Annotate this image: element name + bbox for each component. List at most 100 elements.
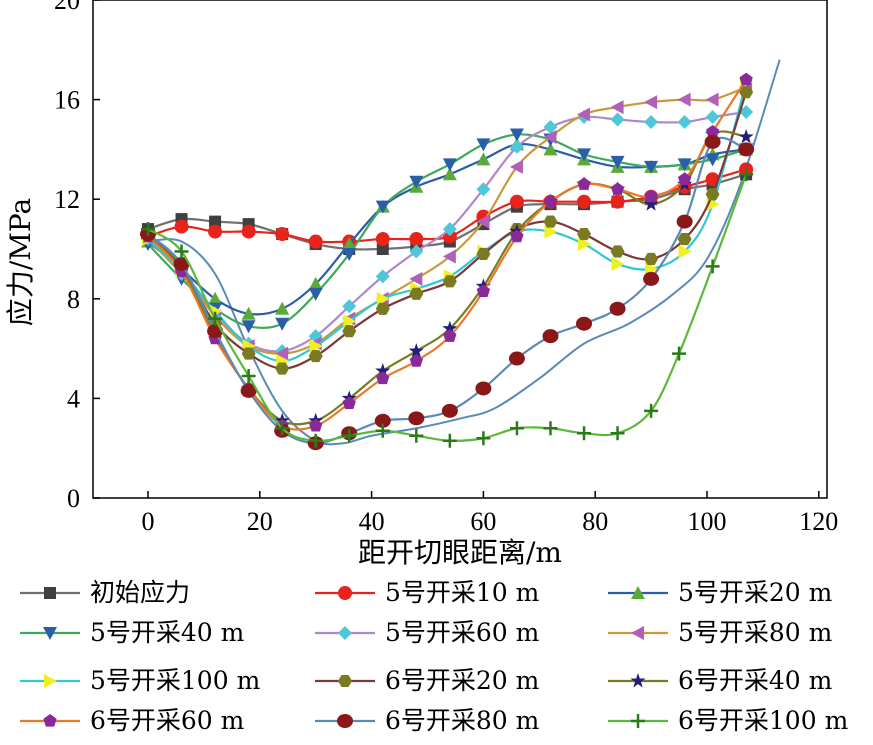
y-tick-label: 12 bbox=[54, 185, 80, 214]
legend-item: 5号开采100 m bbox=[20, 666, 261, 695]
legend-label: 5号开采40 m bbox=[90, 618, 245, 647]
legend-label: 6号开采80 m bbox=[385, 706, 540, 735]
data-point bbox=[376, 371, 390, 385]
data-point bbox=[241, 306, 256, 320]
legend-label: 6号开采20 m bbox=[385, 666, 540, 695]
data-point bbox=[375, 232, 390, 247]
data-point bbox=[476, 138, 491, 152]
data-point bbox=[342, 247, 357, 261]
legend-label: 5号开采10 m bbox=[385, 578, 540, 607]
legend-swatch-marker bbox=[631, 626, 644, 640]
data-point bbox=[208, 311, 223, 326]
data-point bbox=[207, 324, 224, 339]
data-point bbox=[375, 302, 390, 315]
data-point bbox=[342, 237, 357, 251]
data-point bbox=[678, 244, 692, 259]
data-point bbox=[476, 214, 490, 229]
data-point bbox=[676, 214, 693, 229]
legend-item: 初始应力 bbox=[20, 578, 190, 607]
data-point bbox=[577, 177, 591, 190]
x-tick-label: 60 bbox=[470, 507, 496, 536]
data-point bbox=[610, 100, 624, 115]
series-line bbox=[147, 136, 747, 445]
plot-frame bbox=[92, 0, 828, 499]
x-axis: 0 20 40 60 80 100 120 bbox=[142, 491, 838, 536]
legend-swatch-marker bbox=[43, 627, 57, 640]
data-point bbox=[275, 301, 290, 315]
data-point bbox=[308, 350, 323, 363]
data-point bbox=[643, 271, 660, 286]
data-point bbox=[610, 182, 625, 195]
data-point bbox=[376, 243, 389, 255]
y-tick-label: 16 bbox=[54, 86, 80, 115]
data-point bbox=[308, 234, 323, 249]
legend-swatch-marker bbox=[631, 714, 645, 728]
data-point bbox=[739, 167, 754, 182]
x-tick-label: 80 bbox=[582, 507, 608, 536]
legend-item: 5号开采40 m bbox=[20, 618, 245, 647]
data-point bbox=[374, 413, 391, 428]
data-point bbox=[408, 343, 424, 358]
data-point bbox=[309, 418, 323, 432]
data-point bbox=[275, 421, 290, 436]
data-point bbox=[543, 119, 558, 134]
data-point bbox=[308, 287, 323, 301]
legend-item: 6号开采80 m bbox=[315, 706, 540, 735]
legend-label: 6号开采100 m bbox=[678, 706, 849, 735]
data-point bbox=[543, 215, 558, 228]
data-point bbox=[173, 256, 190, 271]
data-point bbox=[677, 172, 692, 185]
data-point bbox=[705, 92, 719, 107]
data-point bbox=[343, 314, 357, 329]
data-point bbox=[644, 189, 658, 203]
data-point bbox=[609, 301, 626, 316]
data-point bbox=[509, 139, 524, 154]
data-point bbox=[704, 134, 721, 149]
data-point bbox=[705, 188, 720, 201]
legend-label: 5号开采60 m bbox=[385, 618, 540, 647]
data-point bbox=[610, 112, 625, 127]
data-point bbox=[342, 325, 357, 338]
data-point bbox=[308, 276, 323, 290]
data-point bbox=[141, 222, 155, 237]
x-tick-label: 40 bbox=[359, 507, 385, 536]
data-point bbox=[610, 155, 625, 169]
y-axis-label: 应力/MPa bbox=[4, 198, 37, 326]
legend: 初始应力 5号开采10 m 5号开采20 m 5号开采40 m 5号开采60 m 5号开采… bbox=[20, 578, 849, 735]
series-line bbox=[147, 86, 747, 355]
data-point bbox=[209, 215, 222, 228]
legend-item: 5号开采20 m bbox=[608, 578, 833, 607]
data-point bbox=[577, 227, 592, 241]
data-point bbox=[408, 411, 425, 426]
data-point bbox=[577, 426, 592, 441]
x-tick-label: 20 bbox=[247, 507, 273, 536]
data-point bbox=[442, 433, 457, 448]
series-line bbox=[147, 81, 748, 363]
legend-swatch-marker bbox=[44, 587, 56, 599]
data-point bbox=[611, 256, 625, 271]
data-point bbox=[705, 110, 720, 125]
data-point bbox=[508, 351, 525, 366]
data-point bbox=[241, 368, 256, 383]
data-point bbox=[644, 115, 659, 130]
data-point bbox=[509, 159, 523, 174]
data-point bbox=[342, 299, 357, 314]
data-point bbox=[375, 423, 390, 438]
data-point bbox=[738, 142, 755, 157]
data-point bbox=[241, 224, 256, 239]
legend-item: 6号开采100 m bbox=[608, 706, 849, 735]
data-point bbox=[476, 152, 491, 166]
legend-label: 5号开采80 m bbox=[678, 618, 833, 647]
data-point bbox=[705, 153, 720, 167]
series-layer bbox=[140, 59, 781, 451]
y-tick-label: 4 bbox=[67, 384, 80, 413]
data-point bbox=[643, 196, 659, 211]
legend-item: 6号开采60 m bbox=[20, 706, 245, 735]
data-point bbox=[375, 200, 390, 214]
data-point bbox=[610, 426, 625, 441]
legend-label: 6号开采60 m bbox=[90, 706, 245, 735]
data-point bbox=[442, 275, 457, 288]
data-point bbox=[409, 428, 424, 443]
x-tick-label: 120 bbox=[799, 507, 838, 536]
